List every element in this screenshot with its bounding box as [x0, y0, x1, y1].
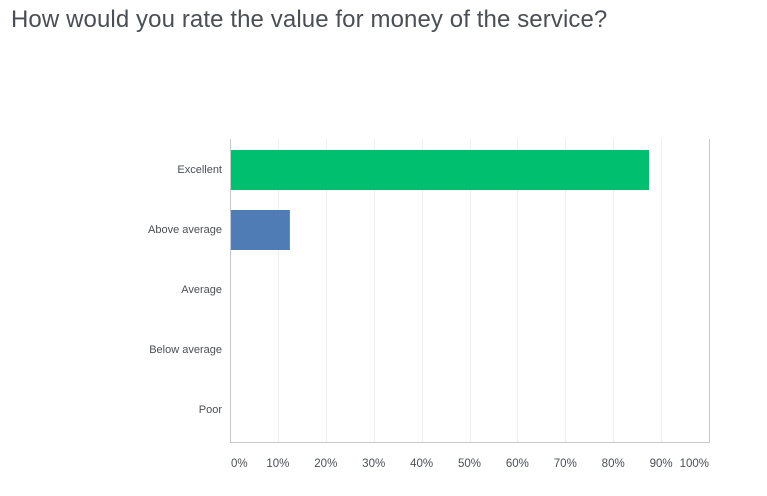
axes: [230, 139, 710, 443]
bars: [231, 150, 650, 250]
question-title: How would you rate the value for money o…: [11, 6, 608, 33]
bar-excellent[interactable]: [231, 150, 650, 190]
category-label: Below average: [149, 344, 222, 356]
x-tick-labels: 0% 10% 20% 30% 40% 50% 60% 70% 80% 90% 100%: [231, 458, 709, 470]
x-tick-label: 20%: [314, 458, 337, 470]
x-tick-label: 50%: [458, 458, 481, 470]
x-tick-label: 80%: [602, 458, 625, 470]
x-tick-label: 0%: [231, 458, 248, 470]
category-labels: Excellent Above average Average Below avera…: [148, 164, 222, 416]
bar-above-average[interactable]: [231, 210, 290, 250]
category-label: Poor: [199, 404, 223, 416]
x-tick-label: 60%: [506, 458, 529, 470]
x-tick-label: 10%: [266, 458, 289, 470]
category-label: Excellent: [177, 164, 222, 176]
category-label: Average: [181, 284, 222, 296]
x-tick-label: 30%: [362, 458, 385, 470]
x-tick-label: 100%: [680, 458, 709, 470]
x-tick-label: 40%: [410, 458, 433, 470]
x-tick-label: 90%: [650, 458, 673, 470]
x-tick-label: 70%: [554, 458, 577, 470]
category-label: Above average: [148, 224, 222, 236]
